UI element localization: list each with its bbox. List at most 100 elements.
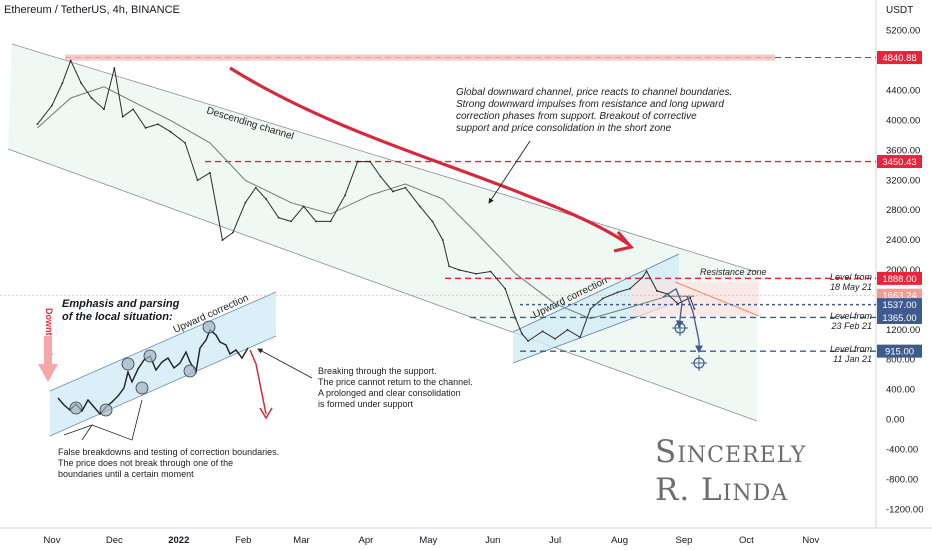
price-point: [36, 123, 39, 126]
chart-header-title: Ethereum / TetherUS, 4h, BINANCE: [4, 4, 180, 16]
price-axis-ticks: 5200.004800.004400.004000.003600.003200.…: [886, 26, 924, 516]
price-tick-label: -400.00: [886, 444, 918, 455]
time-tick-label: Nov: [44, 535, 61, 546]
price-level-badge-label: 3450.43: [882, 157, 916, 168]
price-level-badge-label: 1365.00: [882, 313, 916, 324]
touch-point-icon: [99, 403, 113, 417]
price-point: [61, 82, 64, 84]
price-point: [527, 340, 529, 342]
inset-breakdown-arrow: [249, 349, 267, 415]
price-point: [51, 104, 53, 107]
price-point: [209, 171, 211, 174]
time-tick-label: Mar: [293, 535, 309, 546]
price-point: [379, 175, 382, 178]
breaking-note-line-2: The price cannot return to the channel.: [318, 377, 473, 387]
time-tick-label: Feb: [235, 535, 251, 546]
price-point: [458, 269, 461, 271]
price-point: [579, 336, 581, 339]
emphasis-title-line-1: Emphasis and parsing: [62, 298, 180, 310]
time-axis-ticks: Nov Dec 2022 Feb Mar Apr May Jun Jul Aug Sep Oct Nov: [44, 535, 820, 546]
price-level-badge: [877, 271, 922, 285]
price-point: [265, 198, 268, 200]
price-point: [144, 127, 147, 129]
downtrend-label: Downtrend: [44, 308, 54, 355]
resistance-zone-label: Resistance zone: [700, 267, 767, 277]
level-23feb-line-2: 23 Feb 21: [830, 321, 872, 331]
target-icon-2: [691, 355, 707, 371]
price-point: [404, 186, 407, 189]
price-level-badge: [877, 155, 922, 169]
price-tick-label: 2800.00: [886, 205, 920, 216]
level-11jan-line-2: 11 Jan 21: [833, 354, 872, 364]
touch-point-icon: [121, 357, 135, 371]
breaking-note-line-1: Breaking through the support.: [318, 366, 437, 376]
price-level-badge-label: 4840.88: [882, 53, 916, 64]
price-point: [489, 270, 492, 273]
time-tick-label: Oct: [739, 535, 754, 546]
price-tick-label: 3600.00: [886, 145, 920, 156]
price-tick-label: 400.00: [886, 385, 915, 396]
price-tick-label: 800.00: [886, 355, 915, 366]
price-tick-label: 0.00: [886, 415, 905, 426]
price-point: [448, 265, 450, 268]
time-axis[interactable]: Nov Dec 2022 Feb Mar Apr May Jun Jul Aug Sep Oct Nov: [0, 527, 932, 546]
price-point: [369, 160, 371, 163]
price-tick-label: -1200.00: [886, 504, 924, 515]
inset-local-situation: Emphasis and parsing of the local situat…: [38, 291, 473, 479]
touch-point-icon: [69, 401, 83, 415]
touch-point-icon: [143, 349, 157, 363]
resistance-zone-line: [674, 281, 760, 317]
touch-point-icon: [135, 381, 149, 395]
price-tick-label: 4000.00: [886, 115, 920, 126]
downtrend-arrow-head: [38, 364, 58, 382]
false-note-line-1: False breakdowns and testing of correcti…: [58, 447, 279, 457]
global-note-line-1: Global downward channel, price reacts to…: [456, 87, 732, 98]
time-tick-label: Apr: [359, 535, 374, 546]
price-point: [475, 272, 478, 275]
price-point: [90, 97, 93, 99]
resistance-zone: Resistance zone: [632, 267, 767, 317]
price-point: [254, 186, 257, 189]
time-tick-label: Jul: [549, 535, 561, 546]
price-level-badge-label: 1663.24: [882, 291, 916, 302]
inset-price-line: [57, 328, 249, 416]
false-note-line-2: The price does not break through one of …: [58, 458, 233, 468]
signature-line-1: Sincerely: [655, 434, 806, 470]
price-point: [616, 291, 619, 294]
channel-lower-line: [7, 148, 758, 422]
price-point: [157, 123, 159, 126]
price-point: [121, 115, 124, 118]
signature-line-2: R. Linda: [655, 472, 788, 508]
price-point: [69, 59, 72, 62]
time-tick-label: Sep: [676, 535, 693, 546]
price-level-badge: [877, 51, 922, 65]
price-point: [169, 130, 172, 133]
price-point: [693, 307, 696, 310]
price-point: [520, 332, 523, 335]
price-point: [589, 307, 592, 310]
time-tick-label: Jun: [485, 535, 500, 546]
channel-upper-line: [11, 43, 758, 273]
target-icon-1: [672, 320, 688, 336]
price-point: [113, 67, 116, 69]
price-tick-label: 5200.00: [886, 26, 920, 37]
level-notes: Level from 18 May 21 Level from 23 Feb 2…: [830, 272, 873, 364]
touch-point-icon: [202, 320, 216, 334]
touch-point-icon: [183, 364, 197, 378]
price-point: [277, 216, 280, 219]
price-point: [329, 220, 332, 223]
price-tick-label: 2000.00: [886, 265, 920, 276]
global-note-line-3: correction phases from support. Breakout…: [456, 111, 697, 122]
price-axis[interactable]: USDT 5200.004800.004400.004000.003600.00…: [875, 0, 924, 528]
price-point: [645, 270, 648, 273]
big-red-arrow: [229, 66, 629, 246]
global-note-line-4: support and price consolidation in the s…: [456, 123, 672, 134]
price-point: [641, 276, 644, 279]
price-level-badge-label: 915.00: [885, 347, 914, 358]
price-point: [132, 108, 134, 111]
time-tick-label: Aug: [611, 535, 628, 546]
emphasis-title-line-2: of the local situation:: [62, 311, 173, 323]
price-tick-label: 2400.00: [886, 235, 920, 246]
